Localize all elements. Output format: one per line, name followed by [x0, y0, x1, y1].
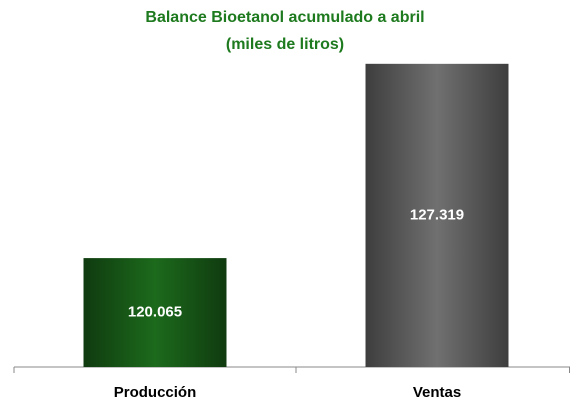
chart-subtitle: (miles de litros) [226, 36, 344, 53]
chart-title: Balance Bioetanol acumulado a abril [145, 9, 424, 26]
bar-shade [365, 63, 509, 367]
value-label: 120.065 [128, 304, 182, 321]
x-tick-label: Producción [114, 384, 197, 401]
value-label: 127.319 [410, 206, 464, 223]
bar-shade [83, 258, 227, 367]
x-tick-label: Ventas [413, 384, 461, 401]
